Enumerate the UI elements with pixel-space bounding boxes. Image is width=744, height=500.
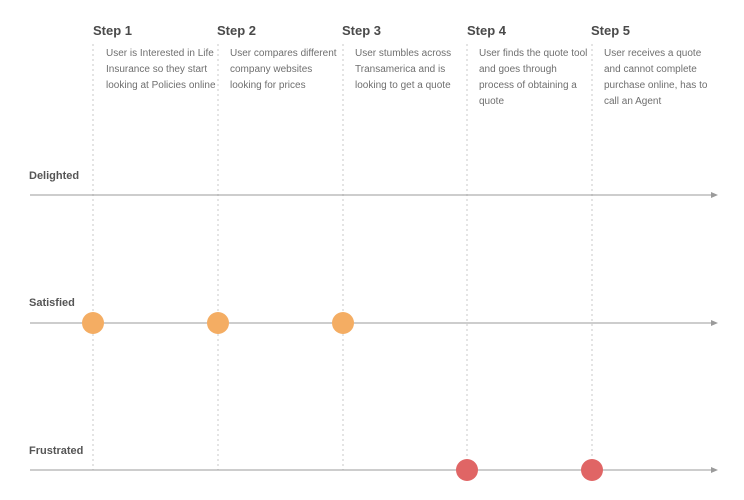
step-2-description: User compares different company websites… <box>230 48 337 91</box>
step-3-title: Step 3 <box>342 23 382 38</box>
step-2-sentiment-marker <box>207 312 229 334</box>
satisfied-axis-arrow <box>711 320 718 326</box>
step-5-description: User receives a quote and cannot complet… <box>604 48 708 107</box>
step-5-sentiment-marker <box>581 459 603 481</box>
step-5-title: Step 5 <box>591 23 631 38</box>
step-1-description: User is Interested in Life Insurance so … <box>106 48 216 91</box>
frustrated-axis-arrow <box>711 467 718 473</box>
step-3-sentiment-marker <box>332 312 354 334</box>
level-label-delighted: Delighted <box>29 170 80 182</box>
step-3-description: User stumbles across Transamerica and is… <box>355 48 452 91</box>
step-4-sentiment-marker <box>456 459 478 481</box>
step-4-description: User finds the quote tool and goes throu… <box>479 48 588 107</box>
step-2-title: Step 2 <box>217 23 257 38</box>
step-4-title: Step 4 <box>467 23 507 38</box>
level-label-frustrated: Frustrated <box>29 445 84 457</box>
step-1-sentiment-marker <box>82 312 104 334</box>
delighted-axis-arrow <box>711 192 718 198</box>
level-label-satisfied: Satisfied <box>29 297 75 309</box>
step-1-title: Step 1 <box>93 23 133 38</box>
